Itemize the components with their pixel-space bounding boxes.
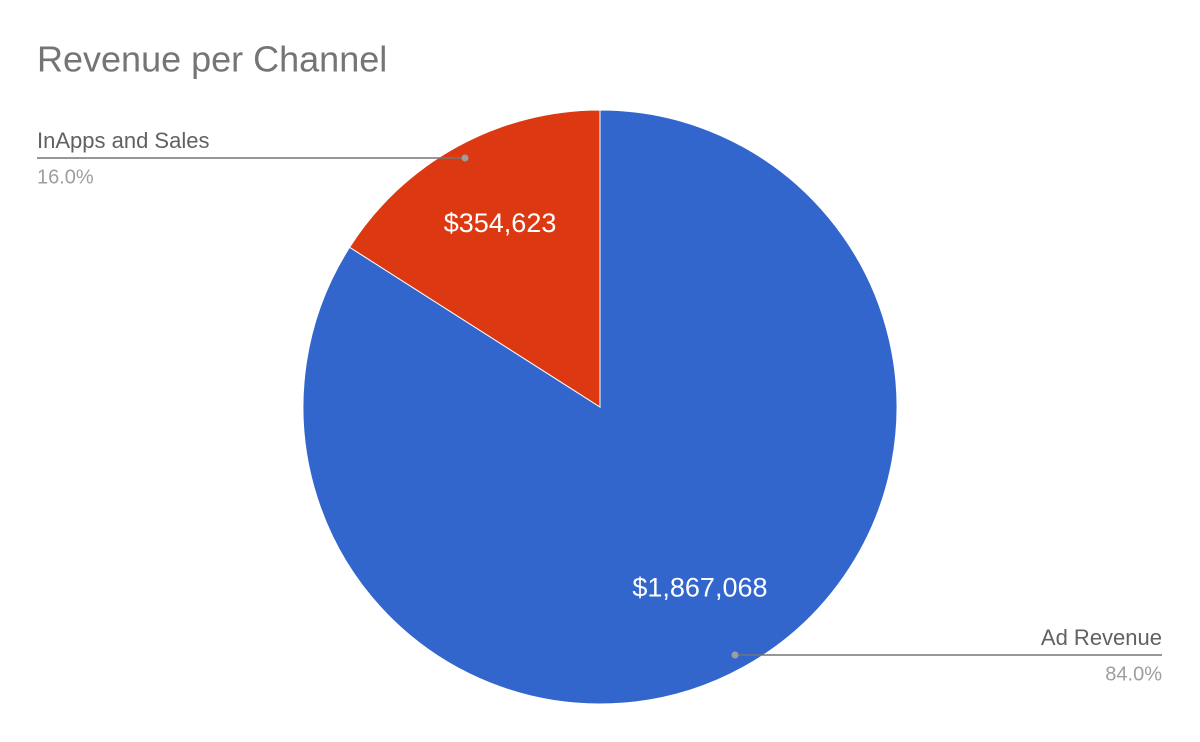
percentage-label: 16.0% (37, 166, 94, 188)
value-label: $1,867,068 (632, 572, 767, 602)
leader-dot (461, 154, 469, 162)
value-label: $354,623 (444, 208, 557, 238)
category-label: Ad Revenue (1041, 625, 1162, 650)
category-label: InApps and Sales (37, 128, 209, 153)
percentage-label: 84.0% (1105, 663, 1162, 685)
pie-slice (348, 109, 601, 408)
pie-slice (302, 109, 898, 705)
chart-title: Revenue per Channel (37, 39, 387, 80)
leader-dot (731, 651, 739, 659)
